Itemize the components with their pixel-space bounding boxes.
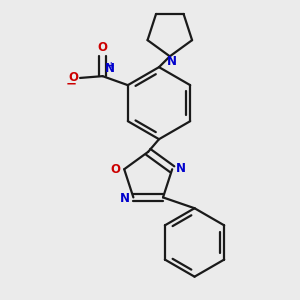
Text: O: O: [68, 71, 78, 84]
Text: N: N: [120, 192, 130, 205]
Text: N: N: [176, 162, 186, 175]
Text: O: O: [98, 40, 108, 54]
Text: O: O: [111, 163, 121, 176]
Text: N: N: [104, 62, 114, 75]
Text: −: −: [65, 78, 76, 91]
Text: N: N: [167, 55, 177, 68]
Text: +: +: [107, 61, 113, 70]
